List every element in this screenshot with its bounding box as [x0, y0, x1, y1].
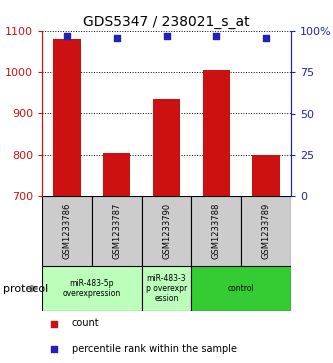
Bar [42, 196, 92, 266]
Bar [142, 266, 191, 311]
Bar [153, 99, 180, 196]
Text: GSM1233788: GSM1233788 [212, 203, 221, 259]
Bar [252, 155, 280, 196]
Text: GSM1233789: GSM1233789 [262, 203, 271, 259]
Text: miR-483-3
p overexpr
ession: miR-483-3 p overexpr ession [146, 274, 187, 303]
Bar [103, 153, 131, 196]
Bar [92, 196, 142, 266]
Bar [241, 196, 291, 266]
Text: GSM1233787: GSM1233787 [112, 203, 121, 259]
Point [64, 33, 70, 39]
Bar [53, 39, 81, 196]
Text: miR-483-5p
overexpression: miR-483-5p overexpression [63, 279, 121, 298]
Bar [191, 266, 291, 311]
Text: control: control [228, 284, 254, 293]
Point [263, 35, 269, 41]
Bar [142, 196, 191, 266]
Text: count: count [72, 318, 100, 329]
Title: GDS5347 / 238021_s_at: GDS5347 / 238021_s_at [83, 15, 250, 29]
Point [52, 346, 57, 351]
Text: percentile rank within the sample: percentile rank within the sample [72, 343, 237, 354]
Point [214, 33, 219, 39]
Point [114, 35, 119, 41]
Bar [202, 70, 230, 196]
Text: protocol: protocol [3, 284, 49, 294]
Bar [191, 196, 241, 266]
Point [52, 321, 57, 326]
Text: GSM1233786: GSM1233786 [62, 203, 71, 259]
Point [164, 33, 169, 39]
Bar [42, 266, 142, 311]
Text: GSM1233790: GSM1233790 [162, 203, 171, 259]
